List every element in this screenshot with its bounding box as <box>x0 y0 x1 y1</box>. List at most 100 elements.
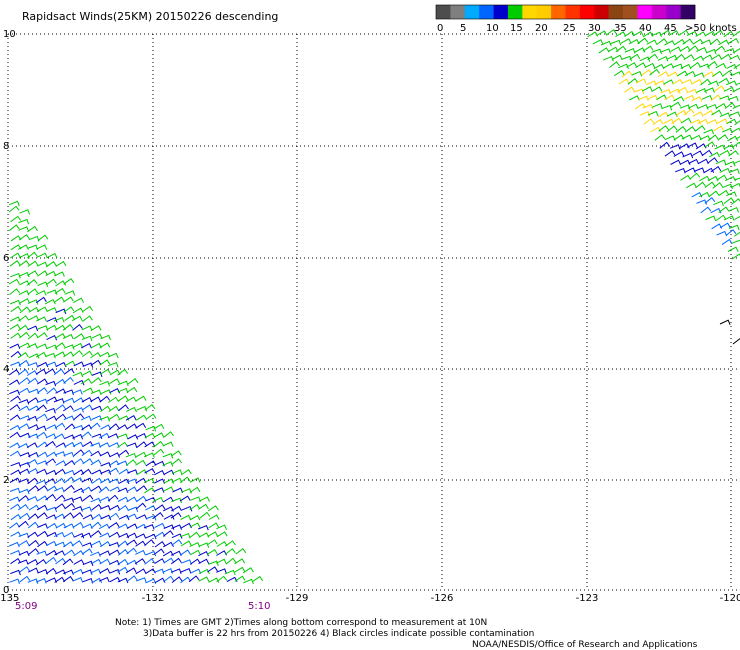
wind-barb <box>656 38 668 45</box>
wind-barb <box>72 477 84 483</box>
wind-barb <box>63 397 75 404</box>
wind-barb <box>723 215 735 221</box>
wind-barb <box>109 569 121 575</box>
wind-barb <box>9 414 21 421</box>
wind-barb <box>189 531 200 539</box>
wind-barb <box>709 38 721 46</box>
wind-barb <box>63 344 75 350</box>
wind-barb <box>100 462 112 468</box>
wind-barb <box>37 451 48 458</box>
wind-barb <box>72 389 83 395</box>
wind-barb <box>117 395 129 402</box>
wind-barb <box>73 487 85 494</box>
wind-barb <box>37 270 49 277</box>
wind-barb <box>18 405 30 412</box>
wind-barb <box>726 118 738 125</box>
wind-barb <box>642 103 654 110</box>
wind-barb <box>26 278 38 286</box>
wind-barb <box>28 539 39 547</box>
wind-barb <box>144 468 156 474</box>
wind-barb <box>144 403 156 411</box>
wind-barb <box>46 485 58 492</box>
wind-barb <box>55 522 67 529</box>
wind-barb <box>181 559 192 565</box>
wind-barb <box>724 160 736 167</box>
wind-barb <box>152 496 164 503</box>
wind-barb <box>682 38 694 45</box>
wind-barb <box>697 104 709 110</box>
wind-barb <box>596 30 608 36</box>
wind-barb <box>624 30 636 38</box>
wind-barb <box>64 290 76 296</box>
wind-barb <box>36 244 48 250</box>
wind-barb <box>639 56 651 62</box>
wind-barb <box>73 407 84 413</box>
wind-barb <box>117 368 129 376</box>
wind-barb <box>9 487 21 494</box>
wind-barb <box>145 578 157 584</box>
wind-barb <box>618 78 630 85</box>
wind-barb <box>35 290 47 296</box>
wind-barb <box>36 413 48 420</box>
wind-barb <box>728 38 740 44</box>
wind-barb <box>696 199 708 205</box>
wind-barb <box>27 496 38 502</box>
wind-barb <box>689 172 701 180</box>
wind-barb <box>634 103 646 110</box>
wind-barb <box>27 225 38 233</box>
wind-barb <box>703 128 715 135</box>
latitude-tick-label: 0 <box>3 585 9 596</box>
wind-barb <box>154 522 166 529</box>
wind-barb <box>108 512 120 520</box>
wind-barb <box>72 577 84 583</box>
wind-barb <box>45 469 57 476</box>
wind-barb <box>18 218 30 225</box>
wind-barb <box>694 167 705 173</box>
wind-barb <box>704 181 716 188</box>
wind-barb <box>716 230 728 237</box>
wind-barb <box>693 55 704 62</box>
wind-barb <box>652 118 664 126</box>
wind-barb <box>80 378 92 385</box>
wind-barb <box>715 214 727 222</box>
wind-barb <box>134 558 146 565</box>
legend-swatch <box>436 5 451 19</box>
wind-barb <box>162 496 174 503</box>
wind-barb <box>107 361 119 368</box>
wind-barb <box>37 281 49 288</box>
wind-barb <box>9 379 20 386</box>
wind-barb <box>108 478 120 484</box>
wind-barb <box>126 496 138 503</box>
wind-barb <box>82 560 94 567</box>
wind-barb <box>144 441 156 448</box>
wind-barb <box>708 80 719 87</box>
wind-barb <box>109 549 121 556</box>
wind-barb <box>37 361 49 368</box>
wind-barb <box>136 514 148 520</box>
wind-barb <box>45 493 57 501</box>
wind-barb <box>163 486 174 492</box>
end-time-label: 5:10 <box>248 601 270 612</box>
wind-barb <box>707 134 719 142</box>
wind-barb <box>190 549 201 556</box>
wind-barb <box>63 497 75 503</box>
wind-barb <box>234 566 246 573</box>
longitude-tick-label: -135 <box>0 593 19 604</box>
wind-barb <box>198 524 209 531</box>
wind-barb <box>18 503 29 511</box>
wind-barb <box>135 502 147 510</box>
legend-swatch <box>565 5 581 19</box>
wind-barb <box>611 54 623 61</box>
wind-barb <box>91 513 103 521</box>
wind-barb <box>63 351 74 358</box>
wind-barb <box>108 405 120 413</box>
wind-barb <box>90 450 102 457</box>
wind-barb <box>732 87 740 93</box>
wind-barb <box>73 379 85 386</box>
wind-barb <box>206 549 218 556</box>
wind-barb <box>626 62 638 68</box>
note-line-2: 3)Data buffer is 22 hrs from 20150226 4)… <box>143 629 534 639</box>
wind-barb <box>189 477 201 483</box>
wind-barb <box>731 253 740 260</box>
wind-barb <box>181 505 193 512</box>
